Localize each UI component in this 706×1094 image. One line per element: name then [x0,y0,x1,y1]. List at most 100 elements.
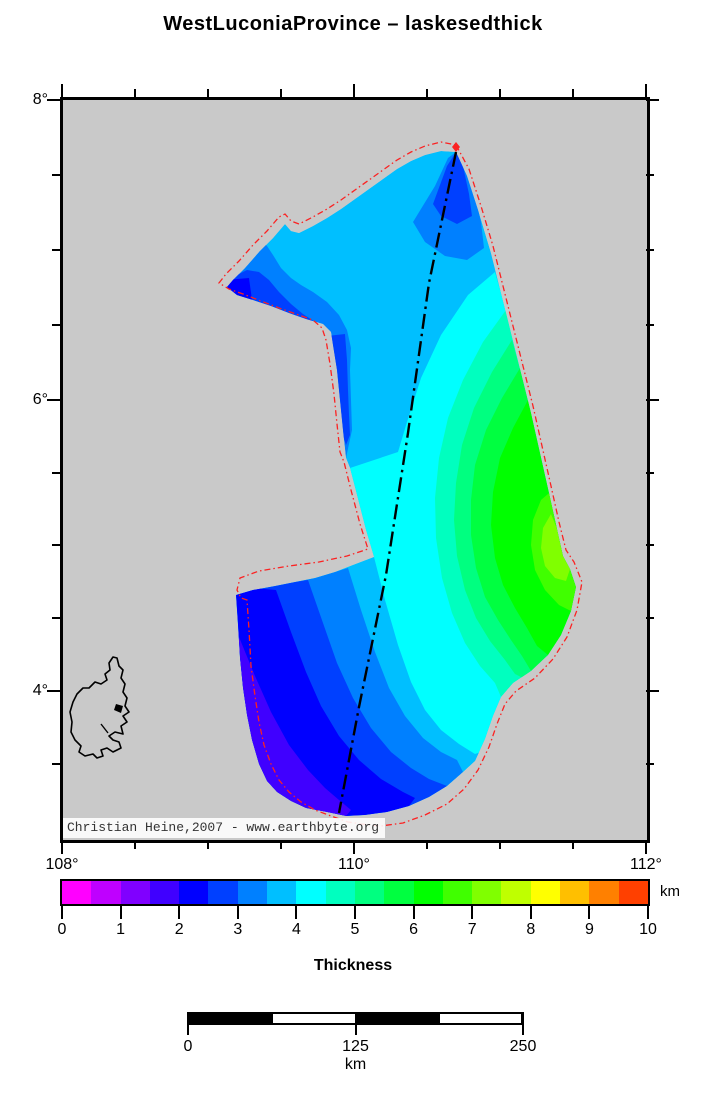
colorbar-segment [267,881,297,904]
colorbar-tick [588,906,591,919]
frame-tick-minor [646,472,654,474]
frame-tick-major [646,399,659,401]
scalebar-tick-label: 125 [342,1038,369,1055]
frame-tick-minor [426,89,428,97]
colorbar-segment [325,881,355,904]
colorbar-tick [119,906,122,919]
colorbar-tick-label: 3 [233,921,243,938]
colorbar-tick-label: 7 [467,921,477,938]
frame-tick-major [61,841,63,854]
lobe-band-1p5-2km [238,625,351,816]
frame-tick-major [47,399,60,401]
profile-line [337,151,458,814]
colorbar-ticks: 0 1 2 3 4 5 6 7 8 9 10 [58,906,657,946]
frame-tick-minor [207,89,209,97]
colorbar-tick-label: 6 [409,921,419,938]
colorbar-segment [179,881,209,904]
colorbar-tick [471,906,474,919]
colorbar-tick-label: 2 [174,921,184,938]
colorbar-segment [354,881,385,904]
frame-tick-minor [52,174,60,176]
frame-tick-minor [52,617,60,619]
frame-tick-minor [134,89,136,97]
colorbar-segment [296,881,326,904]
frame-tick-minor [52,324,60,326]
thickness-map [69,141,583,827]
scalebar-tick [187,1012,189,1035]
colorbar-tick [178,906,181,919]
colorbar-segment [442,881,473,904]
colorbar-segment [91,881,121,904]
colorbar-segment [237,881,268,904]
frame-tick-minor [134,841,136,849]
colorbar-tick-label: 4 [291,921,301,938]
lat-label-4: 4° [32,682,48,699]
frame-tick-minor [499,841,501,849]
colorbar-tick [295,906,298,919]
frame-tick-minor [572,841,574,849]
frame-tick-major [353,841,355,854]
scalebar-tick [522,1012,524,1035]
frame-tick-minor [280,89,282,97]
colorbar-segment [501,881,531,904]
lat-label-8: 8° [32,91,48,108]
colorbar-tick-label: 9 [584,921,594,938]
lon-label-108: 108° [45,856,79,873]
thickness-raster [227,151,576,816]
frame-tick-minor [426,841,428,849]
scalebar-segment [190,1014,272,1023]
frame-tick-minor [646,763,654,765]
colorbar-segment [149,881,180,904]
frame-tick-major [646,690,659,692]
frame-tick-major [646,99,659,101]
frame-tick-minor [499,89,501,97]
colorbar-segment [413,881,443,904]
scalebar-segment [271,1014,355,1023]
island-notch-mark [114,704,123,713]
colorbar-tick-label: 10 [639,921,657,938]
frame-tick-minor [52,763,60,765]
frame-tick-minor [52,249,60,251]
frame-tick-minor [52,472,60,474]
scalebar-segment [437,1014,521,1023]
colorbar-segment [472,881,502,904]
colorbar-segment [589,881,619,904]
colorbar-tick [529,906,532,919]
frame-tick-minor [280,841,282,849]
frame-tick-minor [207,841,209,849]
colorbar-tick-label: 1 [116,921,126,938]
colorbar-tick [236,906,239,919]
distance-scalebar-ticks: 0 125 250 [184,1012,536,1072]
copyright-note: Christian Heine,2007 - www.earthbyte.org [63,818,386,838]
frame-tick-major [47,690,60,692]
frame-tick-minor [572,89,574,97]
colorbar-tick [61,906,63,919]
lon-label-112: 112° [630,856,662,873]
colorbar-tick [647,906,649,919]
frame-tick-minor [52,544,60,546]
colorbar-unit: km [660,883,680,900]
scalebar-tick-label: 0 [183,1038,193,1055]
frame-tick-major [645,84,647,97]
colorbar-tick [412,906,415,919]
frame-tick-major [61,84,63,97]
frame-tick-minor [646,544,654,546]
colorbar-segment [560,881,590,904]
map-title: WestLuconiaProvince – laskesedthick [163,13,543,35]
frame-tick-major [645,841,647,854]
colorbar-segment [120,881,150,904]
scalebar-tick [354,1012,357,1035]
colorbar [60,879,650,906]
scalebar-tick-label: 250 [509,1038,537,1055]
frame-tick-minor [646,174,654,176]
island-outline [69,656,130,759]
frame-tick-minor [646,249,654,251]
band-7-7p5km [541,514,570,581]
distance-scalebar-unit: km [344,1056,367,1073]
colorbar-tick [354,906,356,919]
colorbar-segment [530,881,561,904]
frame-tick-minor [646,617,654,619]
colorbar-tick-label: 0 [57,921,67,938]
colorbar-tick-label: 5 [350,921,360,938]
